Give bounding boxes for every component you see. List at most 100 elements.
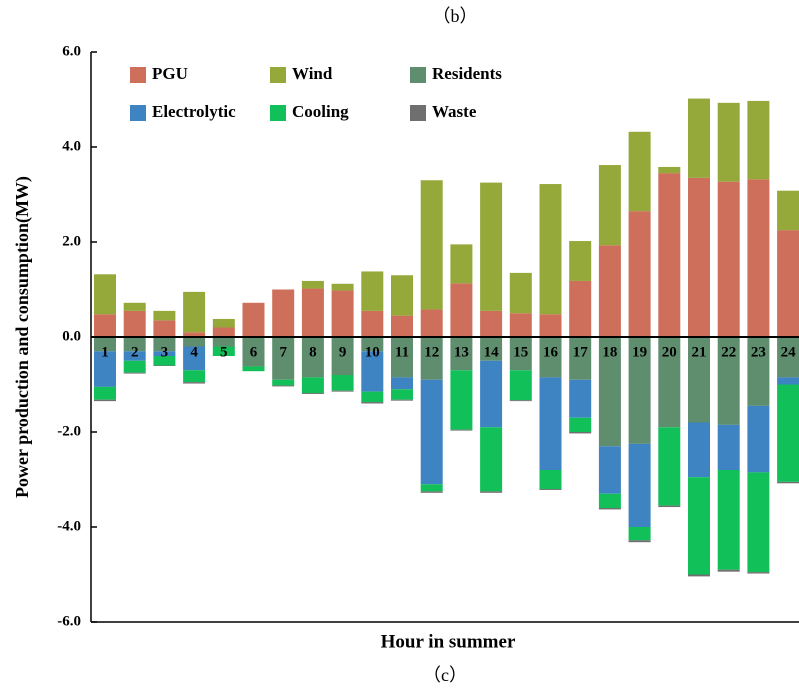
bar-segment [391,315,413,337]
bar-segment [509,400,532,402]
x-tick-label: 22 [721,344,736,360]
bar-segment [658,427,681,506]
bar-segment [777,337,799,378]
bar-segment [94,337,116,352]
bar-segment [123,302,146,311]
legend-swatch [410,67,426,83]
bar-segment [331,375,354,391]
y-tick-label: 4.0 [62,138,81,154]
bar-segment [123,310,146,337]
bar-segment [480,310,503,337]
bar-segment [212,327,235,337]
bar-segment [717,470,740,570]
bar-segment [94,314,116,337]
legend-label: Electrolytic [152,102,236,121]
bar-segment [361,402,384,404]
bar-segment [480,337,503,361]
bar-segment [480,427,503,492]
y-tick-label: 0.0 [62,328,81,344]
bar-segment [658,505,681,508]
legend-swatch [270,67,286,83]
bar-segment [747,179,770,337]
bar-segment [331,337,354,375]
bar-segment [569,280,592,337]
bar-segment [183,332,206,337]
bar-segment [94,386,116,400]
bar-segment [688,574,710,577]
bar-segment [331,283,354,291]
bar-segment [747,100,770,180]
bar-segment [420,337,443,380]
bar-segment [688,177,710,337]
x-tick-label: 6 [250,344,258,360]
bar-segment [301,337,324,378]
legend-label: Residents [432,64,502,83]
bar-segment [747,405,770,473]
x-tick-label: 3 [161,344,169,360]
x-tick-label: 5 [220,344,228,360]
bar-segment [450,283,473,337]
x-tick-label: 17 [573,344,589,360]
bar-segment [658,337,681,428]
bar-segment [717,102,740,182]
y-tick-label: 6.0 [62,43,81,59]
bar-segment [747,472,770,573]
y-tick-label: -6.0 [57,613,81,629]
bar-segment [242,302,265,337]
bar-segment [153,320,176,337]
x-tick-label: 15 [513,344,528,360]
bar-segment [420,484,443,492]
bar-segment [391,337,413,378]
legend-swatch [270,105,286,121]
bar-segment [242,337,265,367]
x-tick-label: 9 [339,344,347,360]
x-tick-label: 23 [751,344,766,360]
y-axis-label: Power production and consumption(MW) [12,176,33,498]
bar-segment [688,477,710,575]
bar-segment [628,211,651,337]
bar-segment [777,377,799,385]
bar-segment [658,173,681,337]
bar-segment [598,493,621,508]
bar-segment [480,491,503,493]
legend-swatch [410,105,426,121]
bar-segment [420,309,443,337]
bar-segment [242,366,265,372]
bar-segment [272,379,295,386]
bar-segment [420,491,443,493]
bar-segment [688,337,710,423]
legend-label: PGU [152,64,188,83]
x-tick-label: 1 [101,344,109,360]
bar-segment [361,337,384,352]
bar-segment [598,508,621,510]
bar-segment [420,180,443,310]
bar-segment [153,356,176,366]
x-tick-label: 16 [543,344,559,360]
bar-segment [153,337,176,352]
bar-segment [569,379,592,418]
bar-segment [212,318,235,328]
x-tick-label: 21 [692,344,707,360]
bar-segment [123,337,146,352]
bar-segment [747,337,770,406]
bar-segment [569,432,592,434]
bar-segment [628,527,651,541]
bar-segment [94,351,116,387]
bar-segment [628,337,651,444]
bar-segment [777,230,799,337]
bar-segment [123,360,146,373]
bar-segment [569,417,592,432]
bar-segment [717,424,740,470]
bar-segment [391,399,413,401]
caption-top: （b） [433,6,478,26]
bar-segment [420,379,443,485]
bar-segment [361,310,384,337]
bar-segment [301,393,324,394]
bar-segment [361,271,384,311]
legend-label: Waste [432,102,477,121]
y-tick-label: -2.0 [57,423,81,439]
bar-segment [212,337,235,347]
bar-segment [301,288,324,337]
bar-segment [598,337,621,447]
